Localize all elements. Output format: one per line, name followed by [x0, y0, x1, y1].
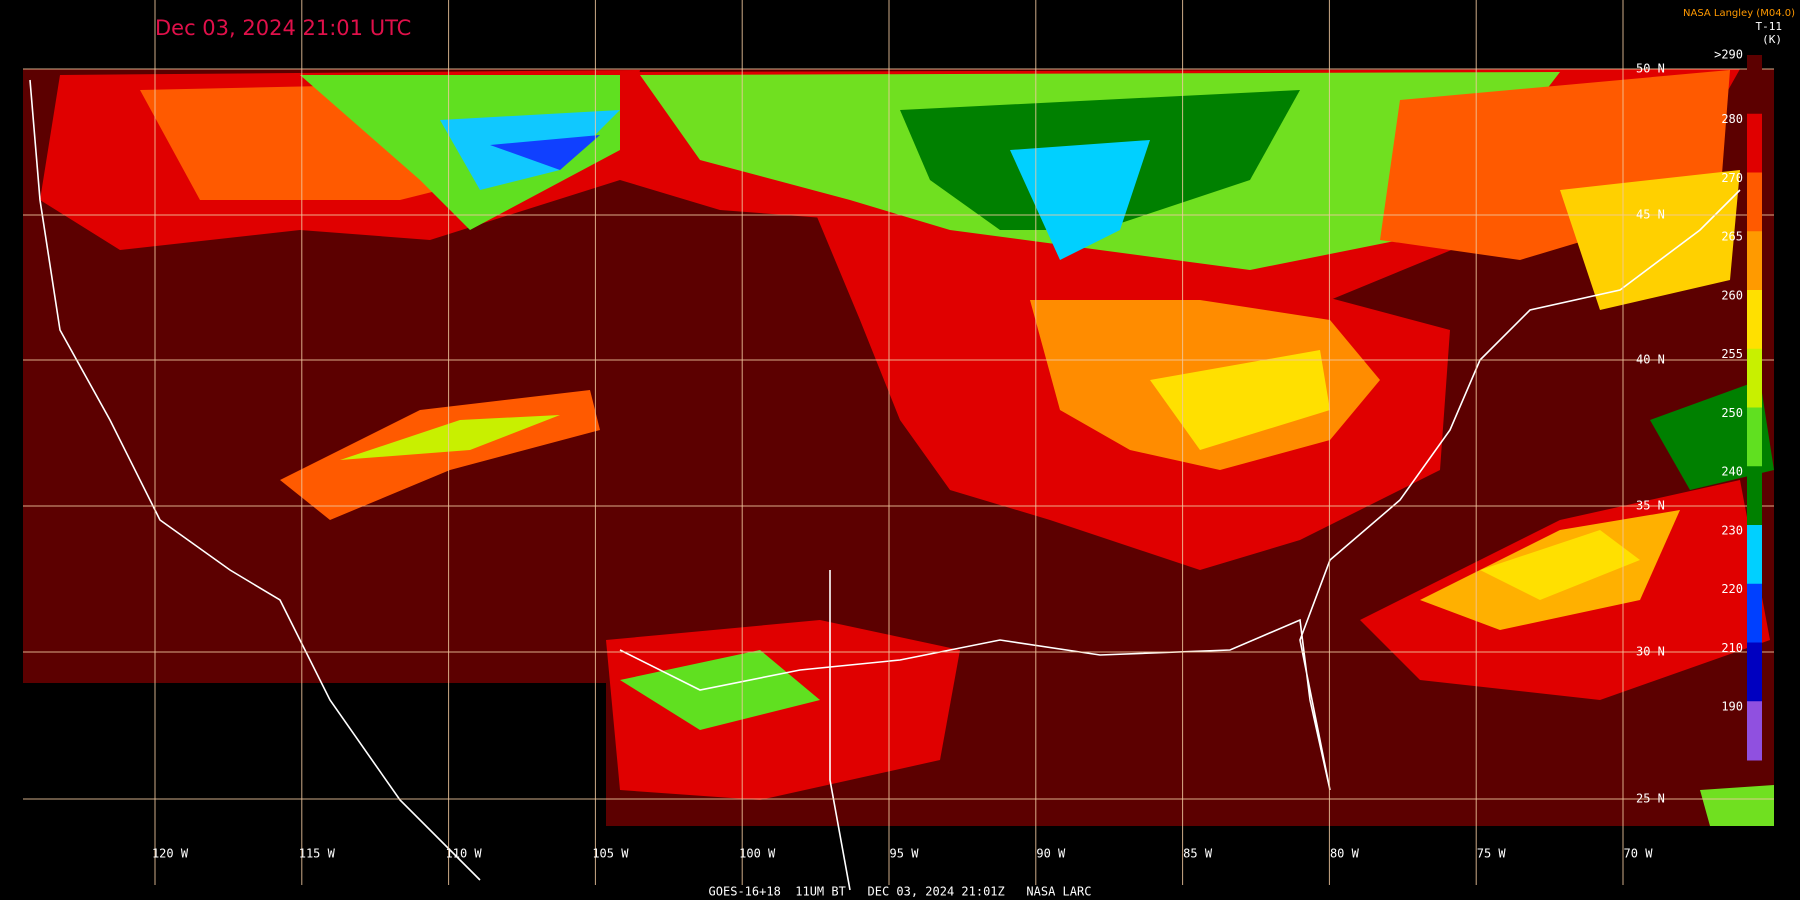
- longitude-label: 75 W: [1477, 847, 1507, 861]
- longitude-label: 110 W: [446, 847, 483, 861]
- cloud-blue: [490, 135, 600, 170]
- longitude-label: 100 W: [739, 847, 776, 861]
- unit: (K): [1762, 33, 1782, 46]
- longitude-label: 120 W: [152, 847, 189, 861]
- cloud-cyan-north: [1010, 140, 1150, 260]
- cloud-yellow-atlantic: [1480, 530, 1640, 600]
- legend-swatch: [1747, 172, 1762, 232]
- legend-swatch: [1747, 701, 1762, 761]
- legend-label: 230: [1721, 523, 1743, 537]
- legend-label: 270: [1721, 171, 1743, 185]
- cloud-yellow-sw: [340, 415, 560, 460]
- longitude-label: 85 W: [1183, 847, 1213, 861]
- legend-label: 280: [1721, 112, 1743, 126]
- legend-label: 210: [1721, 641, 1743, 655]
- legend-swatch: [1747, 466, 1762, 526]
- legend-swatch: [1747, 583, 1762, 643]
- cloud-yellow-ohio: [1150, 350, 1330, 450]
- color-legend: >290 280 270 265 260 255 250 240 230 220 210 190: [1714, 48, 1762, 761]
- footer-caption: GOES-16+18 11UM BT DEC 03, 2024 21:01Z N…: [709, 885, 1092, 899]
- coastline-east: [619, 189, 1741, 791]
- cloud-green-texas: [620, 650, 820, 730]
- latitude-label: 45 N: [1636, 208, 1665, 222]
- cloud-green-se: [1700, 785, 1774, 826]
- legend-label: 265: [1721, 230, 1743, 244]
- longitude-label: 70 W: [1624, 847, 1654, 861]
- imagery: [23, 69, 1774, 826]
- longitude-label: 90 W: [1036, 847, 1066, 861]
- legend-swatch: [1747, 231, 1762, 291]
- product: T-11: [1756, 20, 1783, 33]
- border-mexico: [829, 570, 851, 891]
- longitude-label: 95 W: [890, 847, 920, 861]
- longitude-label: 105 W: [592, 847, 629, 861]
- cloud-yellow-ne: [1560, 170, 1740, 310]
- longitude-label: 80 W: [1330, 847, 1360, 861]
- legend-label: 255: [1721, 347, 1743, 361]
- legend-label: 220: [1721, 582, 1743, 596]
- legend-swatch: [1747, 55, 1762, 115]
- legend-label: >290: [1714, 48, 1743, 62]
- legend-label: 250: [1721, 406, 1743, 420]
- coastline-west: [29, 79, 481, 881]
- source: NASA Langley (M04.0): [1683, 8, 1795, 19]
- legend-label: 260: [1721, 288, 1743, 302]
- latitude-label: 50 N: [1636, 62, 1665, 76]
- legend-swatch: [1747, 290, 1762, 350]
- timestamp: Dec 03, 2024 21:01 UTC: [155, 16, 411, 40]
- legend-label: 190: [1721, 700, 1743, 714]
- legend-swatch: [1747, 525, 1762, 585]
- legend-swatch: [1747, 642, 1762, 702]
- legend-swatch: [1747, 113, 1762, 173]
- legend-label: 240: [1721, 465, 1743, 479]
- cloud-green-atlantic: [1650, 380, 1774, 490]
- longitude-label: 115 W: [299, 847, 336, 861]
- latitude-label: 35 N: [1636, 499, 1665, 513]
- latitude-label: 25 N: [1636, 792, 1665, 806]
- legend-swatch: [1747, 348, 1762, 408]
- legend-swatch: [1747, 407, 1762, 467]
- coastlines: [29, 79, 1741, 891]
- latitude-label: 40 N: [1636, 353, 1665, 367]
- latitude-label: 30 N: [1636, 645, 1665, 659]
- graticule: 50 N 45 N 40 N 35 N 30 N 25 N 120 W 115 W 110 W 1…: [23, 0, 1774, 885]
